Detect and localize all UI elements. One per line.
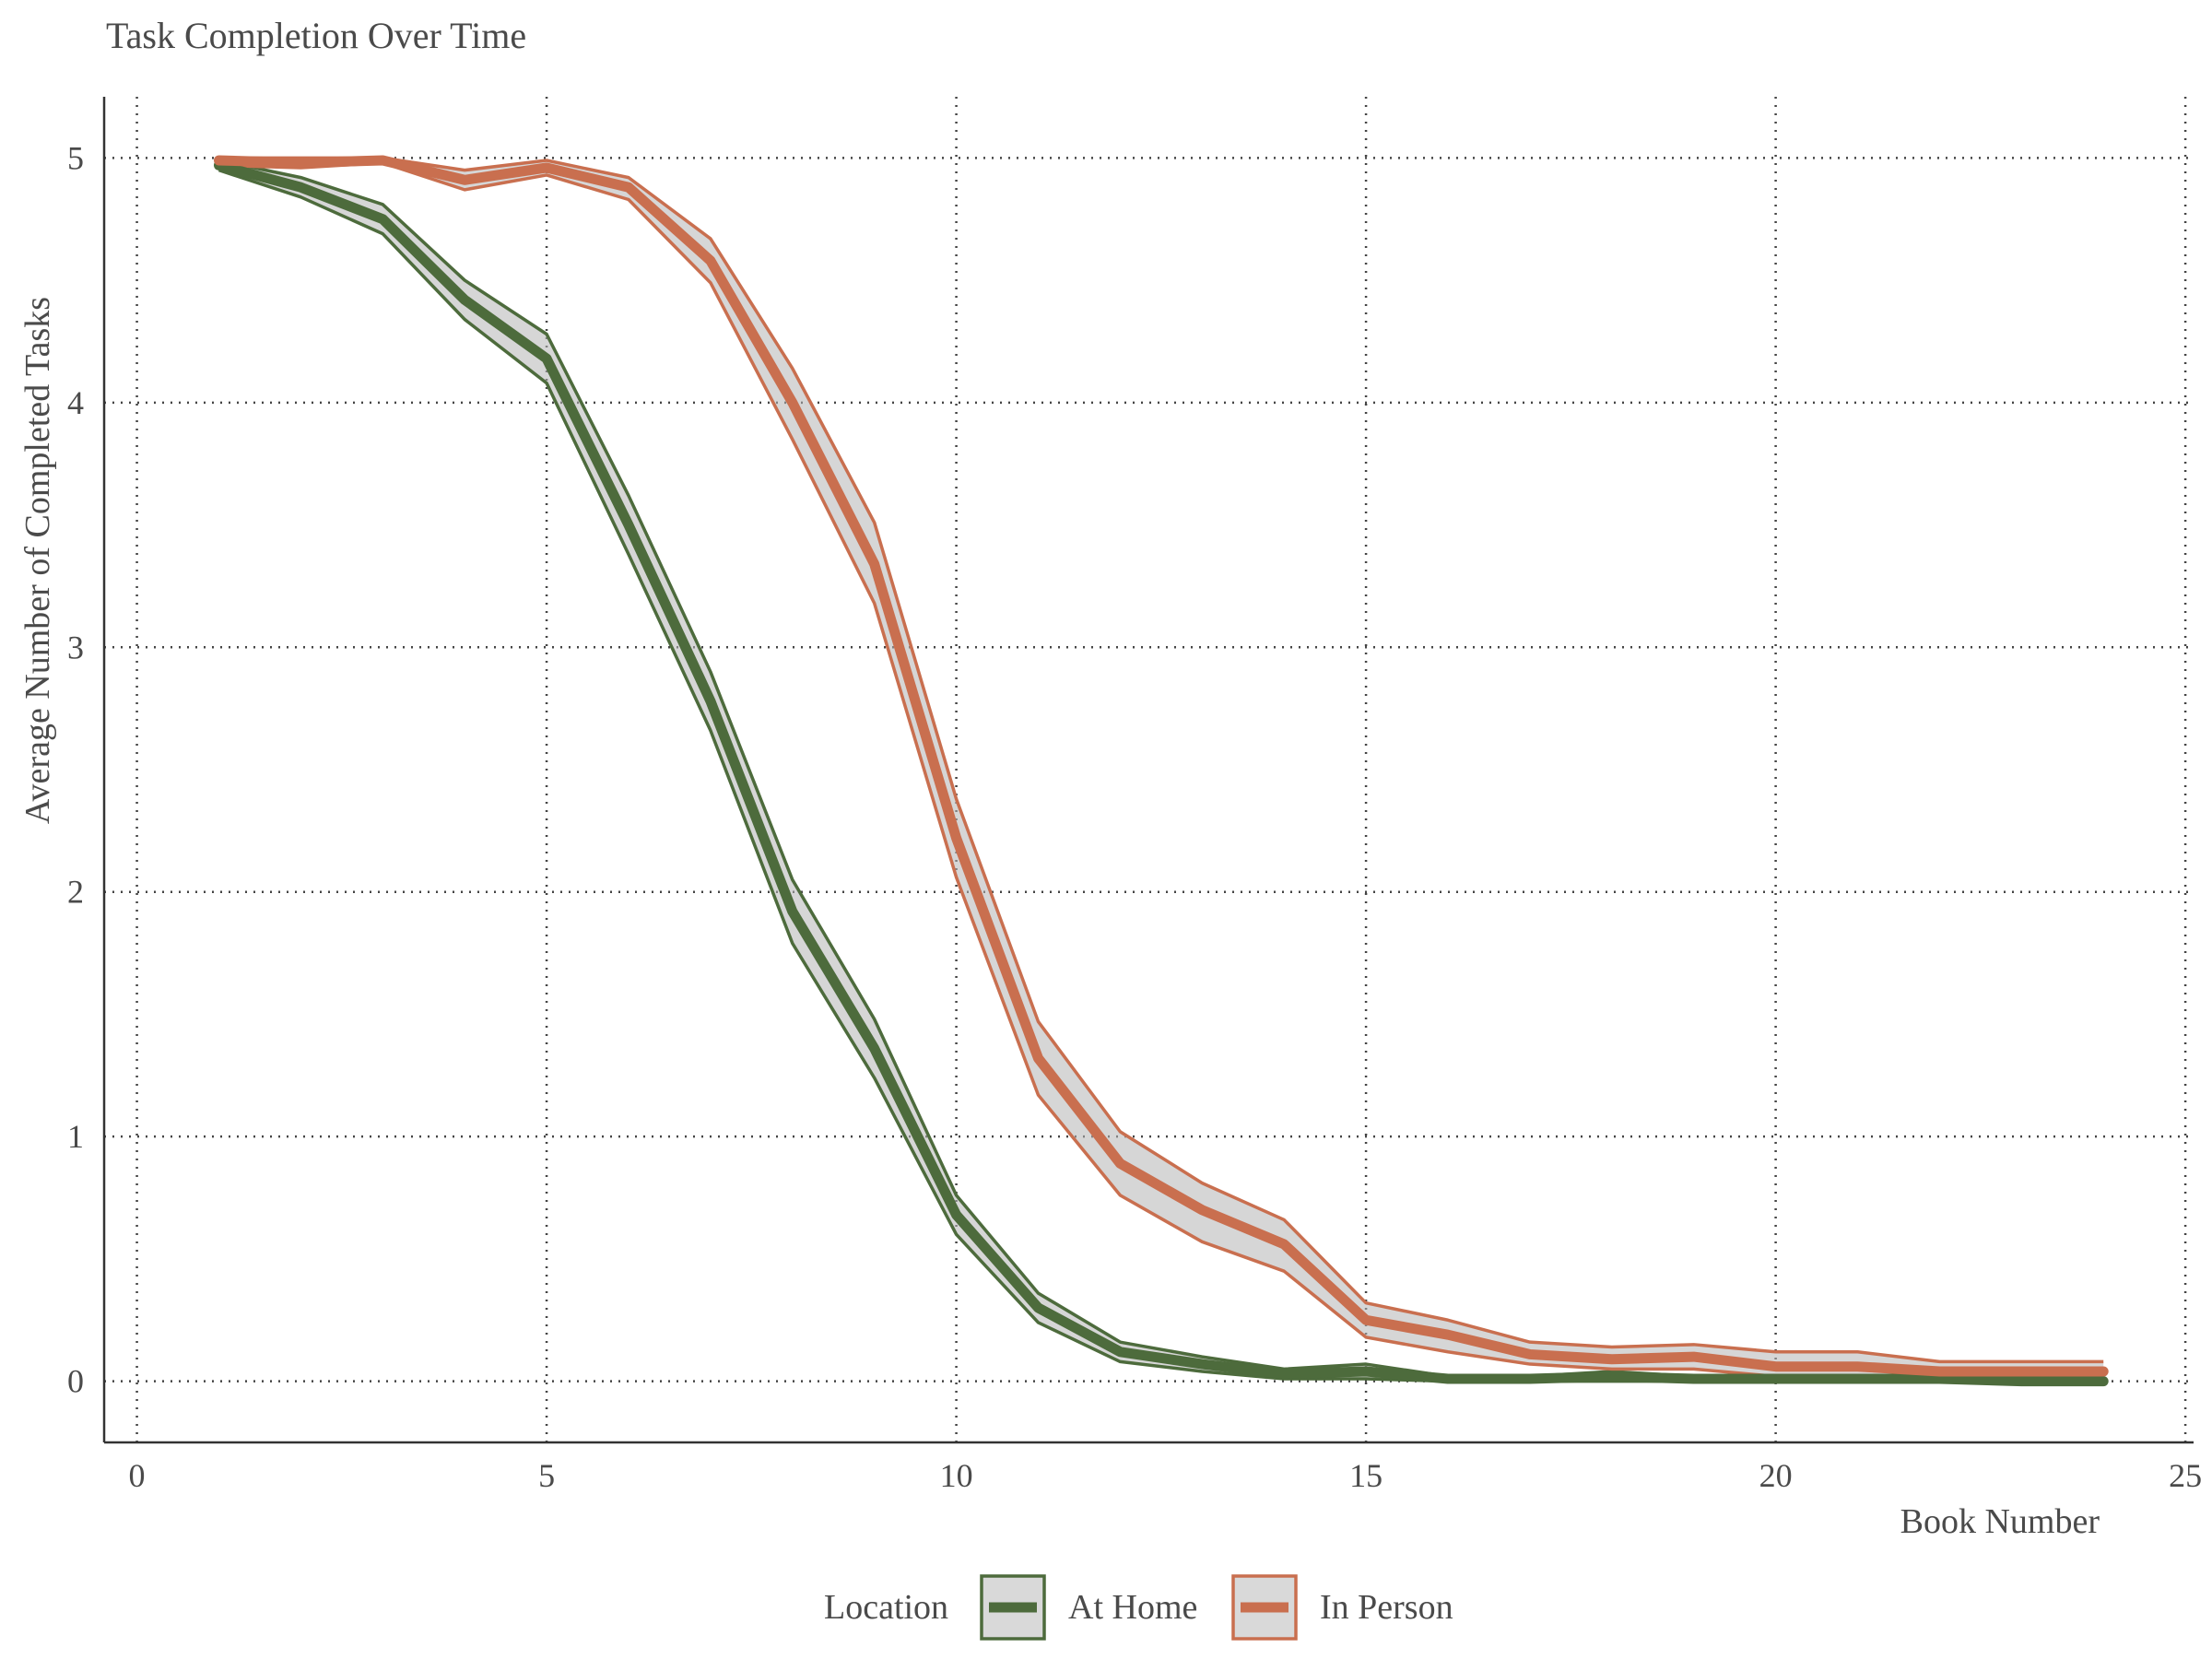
x-tick-label: 15 bbox=[1349, 1457, 1382, 1494]
legend-label-at-home: At Home bbox=[1068, 1588, 1197, 1627]
legend-item-at-home: At Home bbox=[980, 1574, 1197, 1641]
legend-title: Location bbox=[824, 1588, 948, 1627]
confidence-bands bbox=[218, 156, 2104, 1386]
x-tick-label: 10 bbox=[940, 1457, 973, 1494]
chart-title: Task Completion Over Time bbox=[106, 15, 526, 56]
y-tick-labels: 0 1 2 3 4 5 bbox=[67, 139, 84, 1399]
y-tick-label: 2 bbox=[67, 874, 84, 911]
y-tick-label: 0 bbox=[67, 1363, 84, 1400]
legend-label-in-person: In Person bbox=[1320, 1588, 1453, 1627]
x-tick-label: 20 bbox=[1759, 1457, 1793, 1494]
axes bbox=[102, 97, 2194, 1444]
band-upper-in-person bbox=[218, 156, 2104, 1364]
grid bbox=[104, 97, 2194, 1442]
series-line-at-home bbox=[213, 159, 2109, 1387]
legend: Location At Home In Person bbox=[824, 1574, 1453, 1641]
y-tick-label: 3 bbox=[67, 629, 84, 665]
series-lines bbox=[213, 155, 2109, 1387]
y-tick-label: 1 bbox=[67, 1118, 84, 1155]
x-tick-label: 5 bbox=[538, 1457, 555, 1494]
y-tick-label: 4 bbox=[67, 384, 84, 421]
y-axis-title: Average Number of Completed Tasks bbox=[18, 297, 57, 824]
x-tick-label: 25 bbox=[2169, 1457, 2202, 1494]
y-tick-label: 5 bbox=[67, 139, 84, 176]
x-tick-labels: 0 5 10 15 20 25 bbox=[129, 1457, 2203, 1494]
x-axis-title: Book Number bbox=[1900, 1502, 2100, 1541]
x-tick-label: 0 bbox=[129, 1457, 146, 1494]
legend-item-in-person: In Person bbox=[1231, 1574, 1453, 1641]
series-line-in-person bbox=[213, 155, 2109, 1377]
